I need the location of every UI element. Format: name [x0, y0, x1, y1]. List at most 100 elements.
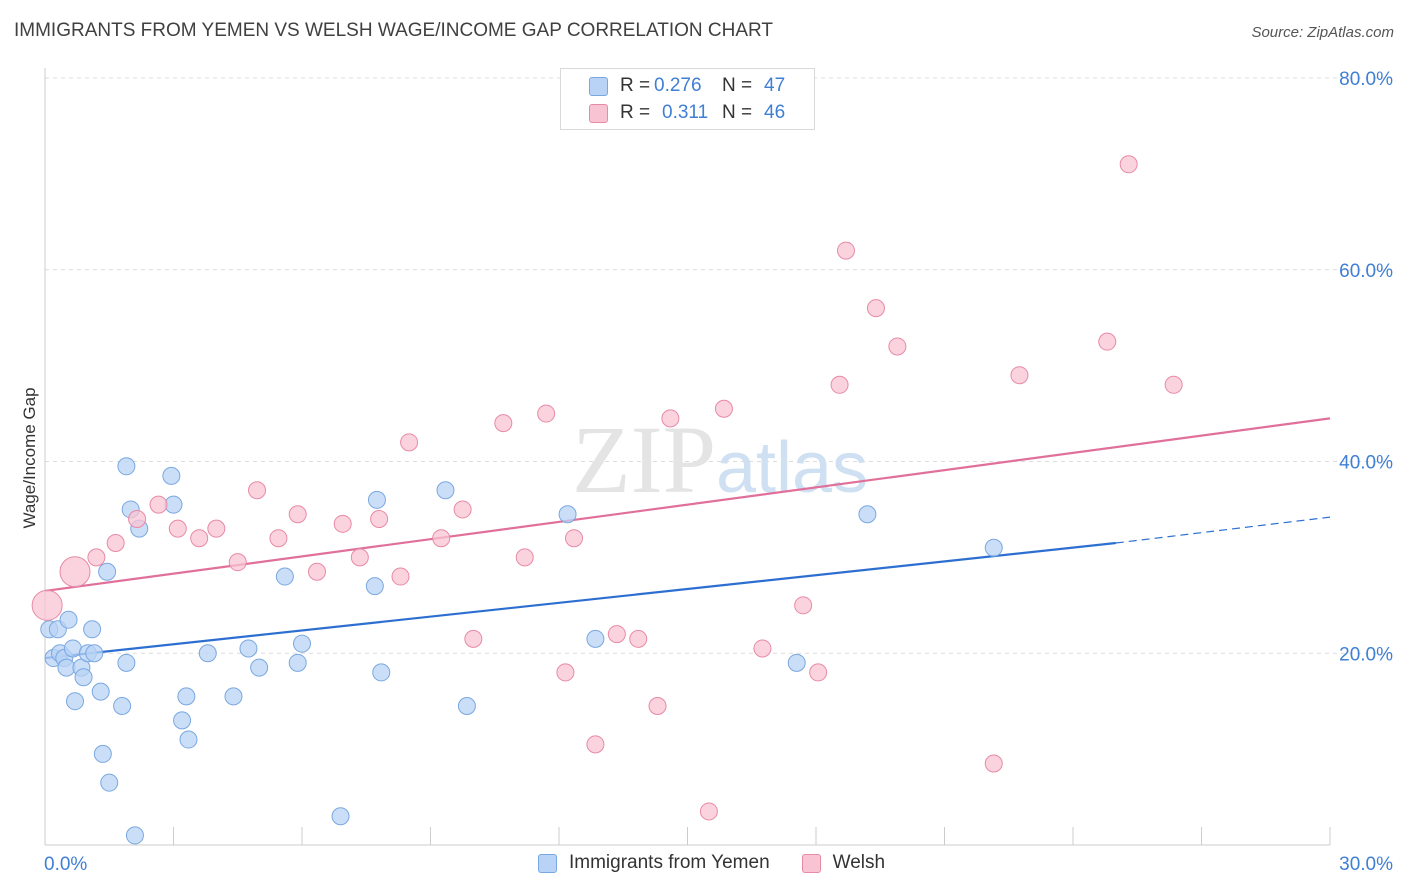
- point-yemen: [198, 644, 217, 663]
- data-points: [31, 155, 1183, 845]
- legend-n-value-welsh: 46: [764, 102, 786, 123]
- point-yemen: [164, 495, 183, 514]
- grid-lines: [45, 77, 1392, 654]
- point-welsh: [586, 735, 605, 754]
- point-welsh: [453, 500, 472, 519]
- point-welsh: [149, 495, 168, 514]
- point-yemen: [558, 505, 577, 524]
- point-welsh: [564, 529, 583, 548]
- point-welsh: [307, 562, 326, 581]
- trend-line-welsh: [44, 417, 1331, 593]
- point-welsh: [699, 802, 718, 821]
- series-swatch-welsh: [801, 853, 821, 873]
- point-welsh: [228, 553, 247, 572]
- point-welsh: [1098, 332, 1117, 351]
- legend-swatch-welsh: [589, 103, 608, 123]
- legend-n-value-yemen: 47: [764, 75, 786, 96]
- point-yemen: [83, 620, 102, 639]
- point-yemen: [224, 687, 243, 706]
- y-tick-label: 60.0%: [1339, 261, 1393, 282]
- point-welsh: [269, 529, 288, 548]
- y-tick-label: 80.0%: [1339, 69, 1393, 90]
- series-legend-welsh[interactable]: Welsh: [801, 852, 886, 874]
- series-name-yemen: Immigrants from Yemen: [569, 852, 770, 873]
- point-welsh: [207, 519, 226, 538]
- point-welsh: [432, 529, 451, 548]
- point-yemen: [457, 696, 476, 715]
- point-yemen: [65, 692, 84, 711]
- point-yemen: [113, 696, 132, 715]
- point-welsh: [464, 629, 483, 648]
- point-welsh: [494, 414, 513, 433]
- point-welsh: [515, 548, 534, 567]
- point-yemen: [787, 653, 806, 672]
- point-welsh: [128, 510, 147, 529]
- point-yemen: [173, 711, 192, 730]
- axes: [44, 68, 1331, 846]
- legend-r-label: R =: [620, 75, 651, 96]
- point-yemen: [331, 807, 350, 826]
- point-yemen: [179, 730, 198, 749]
- trend-line-yemen-extension: [1115, 516, 1331, 544]
- y-tick-label: 40.0%: [1339, 453, 1393, 474]
- trend-line-yemen: [44, 541, 1116, 660]
- series-name-welsh: Welsh: [832, 852, 886, 873]
- legend-swatch-yemen: [589, 76, 608, 96]
- point-welsh: [288, 505, 307, 524]
- point-yemen: [250, 658, 269, 677]
- point-welsh: [661, 409, 680, 428]
- point-welsh: [87, 548, 106, 567]
- point-yemen: [91, 682, 110, 701]
- point-welsh: [31, 589, 63, 621]
- legend-r-value-yemen: 0.276: [654, 75, 702, 96]
- point-yemen: [93, 744, 112, 763]
- series-legend-yemen[interactable]: Immigrants from Yemen: [538, 852, 770, 874]
- stats-legend: R = 0.276 N = 47 R = 0.311 N = 46: [560, 68, 815, 130]
- legend-n-label: N =: [722, 102, 753, 123]
- legend-row-welsh: R = 0.311 N = 46: [589, 101, 785, 125]
- legend-r-value-welsh: 0.311: [662, 102, 709, 123]
- point-welsh: [168, 519, 187, 538]
- point-welsh: [106, 533, 125, 552]
- point-yemen: [63, 639, 82, 658]
- point-yemen: [367, 490, 386, 509]
- point-yemen: [372, 663, 391, 682]
- point-welsh: [629, 629, 648, 648]
- watermark: ZIPatlas: [572, 406, 868, 513]
- point-yemen: [125, 826, 144, 845]
- point-welsh: [888, 337, 907, 356]
- point-welsh: [794, 596, 813, 615]
- point-yemen: [275, 567, 294, 586]
- tick-labels: 20.0% 40.0% 60.0% 80.0% 0.0% 30.0%: [44, 69, 1393, 875]
- x-tick-label-min: 0.0%: [44, 854, 87, 875]
- point-welsh: [400, 433, 419, 452]
- point-yemen: [98, 562, 117, 581]
- point-welsh: [1164, 375, 1183, 394]
- legend-row-yemen: R = 0.276 N = 47: [589, 74, 785, 98]
- point-welsh: [1010, 366, 1029, 385]
- point-yemen: [57, 658, 76, 677]
- point-welsh: [714, 399, 733, 418]
- point-welsh: [809, 663, 828, 682]
- x-tick-label-max: 30.0%: [1339, 854, 1393, 875]
- point-yemen: [586, 629, 605, 648]
- point-welsh: [753, 639, 772, 658]
- point-welsh: [648, 696, 667, 715]
- point-yemen: [365, 577, 384, 596]
- point-yemen: [984, 538, 1003, 557]
- y-axis-label: Wage/Income Gap: [20, 387, 39, 529]
- point-welsh: [248, 481, 267, 500]
- point-welsh: [59, 556, 91, 588]
- point-yemen: [117, 457, 136, 476]
- watermark-atlas: atlas: [716, 428, 868, 508]
- trend-lines: [44, 417, 1331, 660]
- watermark-zip: ZIP: [572, 406, 716, 513]
- point-yemen: [74, 668, 93, 687]
- legend-n-label: N =: [722, 75, 753, 96]
- point-welsh: [350, 548, 369, 567]
- point-welsh: [391, 567, 410, 586]
- point-yemen: [436, 481, 455, 500]
- point-welsh: [190, 529, 209, 548]
- y-tick-label: 20.0%: [1339, 644, 1393, 665]
- chart-source: Source: ZipAtlas.com: [1251, 24, 1394, 41]
